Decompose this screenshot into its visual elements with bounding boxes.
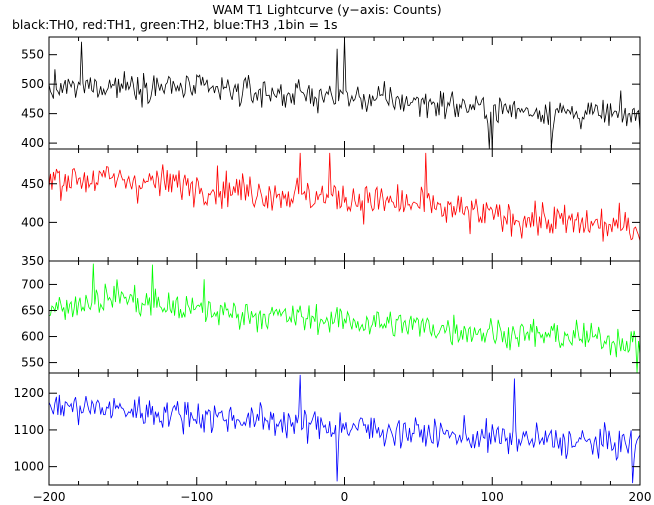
x-tick-label: 100 <box>481 490 504 504</box>
y-tick-label: 1000 <box>13 460 44 474</box>
y-tick-label: 550 <box>21 356 44 370</box>
y-tick-label: 1100 <box>13 423 44 437</box>
chart-title: WAM T1 Lightcurve (y−axis: Counts) <box>212 2 442 17</box>
x-tick-label: 200 <box>629 490 652 504</box>
y-tick-label: 350 <box>21 254 44 268</box>
series-line-th2 <box>48 263 641 373</box>
y-tick-label: 550 <box>21 48 44 62</box>
panel-frame-th2 <box>48 260 641 374</box>
series-line-th3 <box>48 374 641 484</box>
x-tick-label: 0 <box>341 490 349 504</box>
y-tick-label: 700 <box>21 277 44 291</box>
y-tick-label: 400 <box>21 136 44 150</box>
y-tick-label: 650 <box>21 303 44 317</box>
y-tick-label: 500 <box>21 77 44 91</box>
label-layer: 4004505005503504004505506006507001000110… <box>13 48 651 504</box>
chart-subtitle: black:TH0, red:TH1, green:TH2, blue:TH3 … <box>12 17 338 32</box>
frame-layer <box>48 36 641 486</box>
y-tick-label: 400 <box>21 215 44 229</box>
y-tick-label: 450 <box>21 177 44 191</box>
x-tick-label: −100 <box>180 490 213 504</box>
y-tick-label: 1200 <box>13 386 44 400</box>
x-tick-label: −200 <box>33 490 66 504</box>
series-line-th1 <box>48 152 641 242</box>
panel-frame-th1 <box>48 148 641 262</box>
y-tick-label: 600 <box>21 330 44 344</box>
series-line-th0 <box>48 37 641 149</box>
panel-frame-th0 <box>48 36 641 150</box>
y-tick-label: 450 <box>21 107 44 121</box>
